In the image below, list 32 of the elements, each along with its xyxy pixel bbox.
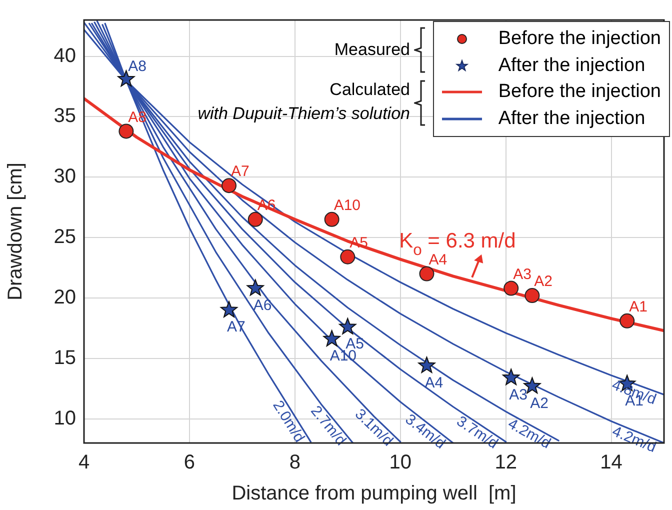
y-tick-label: 40 [54, 44, 76, 67]
annotation: with Dupuit-Thiem’s solution [198, 103, 410, 125]
annotation: After the injection [498, 108, 646, 130]
data-label: A2 [534, 273, 553, 290]
x-tick-label: 8 [289, 452, 300, 474]
data-label: A3 [513, 266, 532, 283]
x-tick-label: 14 [600, 452, 622, 474]
x-tick-label: 10 [389, 452, 412, 474]
y-axis-title: Drawdown [cm] [4, 162, 27, 300]
data-label: A1 [629, 298, 648, 316]
y-tick-label: 20 [54, 286, 76, 308]
y-tick-label: 10 [54, 407, 76, 430]
legend-label: Before the injection [498, 28, 661, 50]
x-tick-label: 6 [184, 452, 196, 474]
legend-label: Before the injection [498, 81, 661, 104]
legend-label: After the injection [498, 54, 646, 77]
y-tick-label: 25 [54, 226, 76, 248]
data-label: A7 [231, 163, 250, 180]
data-label: A2 [530, 394, 549, 412]
x-tick-label: 12 [494, 452, 517, 474]
data-label: A8 [128, 58, 147, 75]
data-label: A10 [334, 197, 361, 214]
x-tick-label: 4 [78, 452, 90, 474]
y-tick-label: 35 [54, 105, 76, 128]
x-axis-title: Distance from pumping well [m] [232, 482, 516, 505]
y-tick-label: 15 [54, 346, 76, 369]
data-label: A3 [509, 386, 528, 404]
annotation: Measured [334, 39, 410, 61]
annotation: Calculated [328, 79, 410, 101]
data-label: A6 [253, 296, 272, 314]
data-label: A4 [424, 374, 444, 392]
y-tick-label: 30 [54, 166, 76, 188]
